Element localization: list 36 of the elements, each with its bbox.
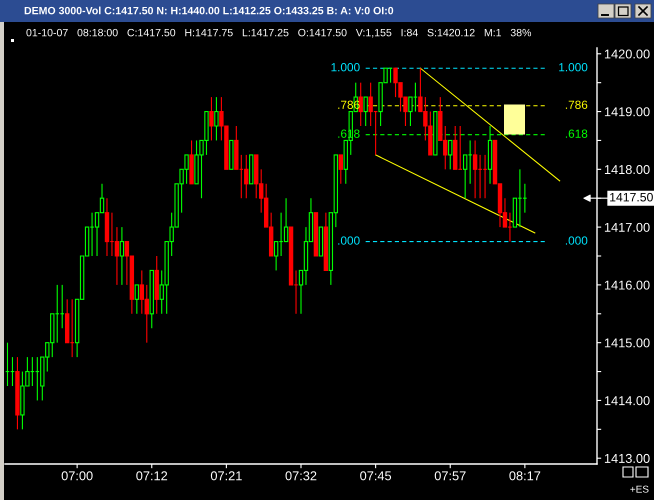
text: 1417.50 (610, 192, 653, 202)
y-tick-label: 1420.00 (604, 49, 650, 59)
candlestick (134, 284, 140, 314)
x-tick-label: 07:00 (62, 471, 93, 480)
text: .000 (566, 236, 588, 245)
series-label: .000 (338, 236, 360, 245)
x-tick-label: 08:17 (509, 471, 540, 480)
text: 1.000 (559, 63, 588, 72)
y-tick-label: 1415.00 (604, 338, 650, 348)
x-tick-label: 07:21 (210, 471, 242, 480)
text: +ES (630, 486, 649, 493)
y-tick-label: 1413.00 (604, 454, 650, 463)
candlestick (209, 96, 214, 141)
x-tick-label: 07:57 (434, 471, 466, 480)
chart-title: DEMO 3000-Vol C:1417.50 N: H:1440.00 L:1412.25 O:1433.25 B: A: V:0 OI:0 (24, 6, 394, 14)
candlestick (338, 154, 343, 184)
candlestick (284, 198, 288, 242)
x-tick-label: 07:32 (286, 471, 316, 480)
candlestick (408, 96, 413, 127)
candlestick (448, 140, 452, 170)
y-tick-label: 1416.00 (604, 280, 650, 290)
candlestick (60, 284, 65, 329)
text: .786 (566, 100, 588, 109)
x-tick-label: 07:12 (136, 471, 168, 480)
candlestick (358, 82, 363, 127)
chart-subtitle: 01-10-07 08:18:00 C:1417.50 H:1417.75 L:1417.25 O:1417.50 V:1,155 I:84 S:1420.12 M:1 38% (26, 28, 532, 38)
candlestick (120, 226, 124, 286)
y-tick-label: 1417.00 (604, 222, 650, 232)
candlestick (363, 96, 368, 127)
x-tick-label: 07:45 (360, 471, 392, 480)
series-label: 1.000 (331, 63, 360, 72)
text: .618 (566, 129, 588, 138)
y-tick-label: 1414.00 (604, 396, 650, 406)
y-tick-label: 1419.00 (604, 107, 650, 116)
y-tick-label: 1418.00 (604, 165, 650, 174)
candlestick (214, 96, 219, 141)
